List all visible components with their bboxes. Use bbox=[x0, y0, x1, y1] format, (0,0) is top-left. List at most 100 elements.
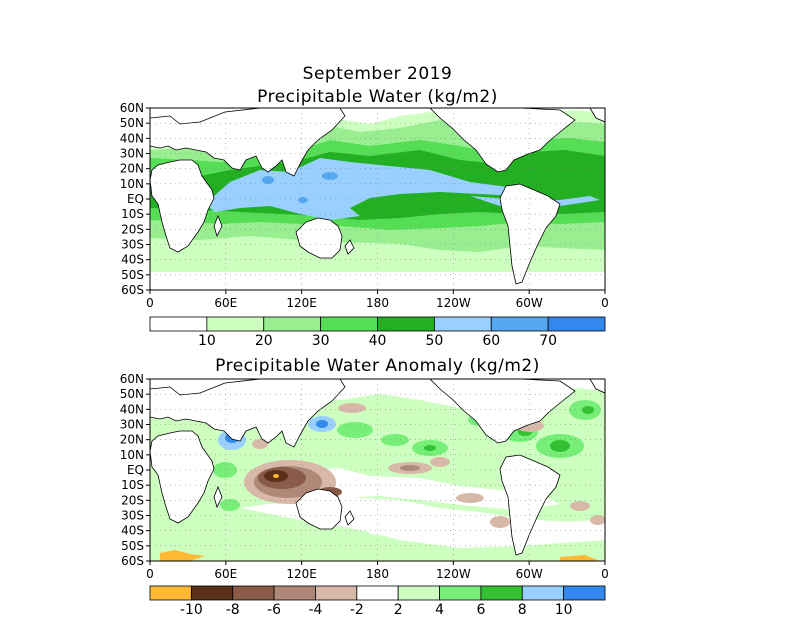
anomaly-colorbar: -10 -8 -6 -4 -2 2 4 6 8 10 bbox=[149, 585, 606, 618]
continent-outlines bbox=[150, 108, 605, 285]
lat-label: 10S bbox=[121, 478, 144, 492]
lat-label: 40N bbox=[120, 402, 144, 416]
longitude-labels: 0 60E 120E 180 120W 60W 0 bbox=[146, 296, 609, 310]
south-america-outline bbox=[499, 183, 561, 285]
chart-subtitle: Precipitable Water (kg/m2) bbox=[257, 87, 498, 107]
colorbar-swatch bbox=[263, 316, 322, 332]
lon-label: 60W bbox=[516, 567, 543, 581]
lat-label: 10N bbox=[120, 177, 144, 191]
lat-label: 10N bbox=[120, 448, 144, 462]
graticule bbox=[146, 107, 606, 294]
lat-label: EQ bbox=[127, 192, 144, 206]
colorbar-swatch bbox=[206, 316, 265, 332]
lat-label: 60N bbox=[120, 372, 144, 386]
lon-label: 180 bbox=[366, 296, 389, 310]
colorbar-label: 30 bbox=[312, 333, 330, 349]
lat-label: 60N bbox=[120, 101, 144, 115]
lat-label: 50S bbox=[121, 539, 144, 553]
lat-label: 10S bbox=[121, 207, 144, 221]
eurasia-outline bbox=[150, 108, 346, 177]
lat-label: 60S bbox=[121, 283, 144, 297]
colorbar-label: -8 bbox=[226, 602, 240, 618]
lat-label: 20N bbox=[120, 433, 144, 447]
lon-label: 0 bbox=[146, 296, 154, 310]
lon-label: 60W bbox=[516, 296, 543, 310]
lat-label: EQ bbox=[127, 463, 144, 477]
colorbar-label: -6 bbox=[267, 602, 281, 618]
north-america-outline bbox=[429, 379, 576, 444]
lon-label: 0 bbox=[601, 296, 609, 310]
colorbar-swatch bbox=[377, 316, 435, 332]
lon-label: 0 bbox=[146, 567, 154, 581]
colorbar-swatch bbox=[320, 316, 378, 332]
lat-label: 30N bbox=[120, 147, 144, 161]
colorbar-swatch bbox=[439, 585, 482, 601]
pw-band-50-60 bbox=[205, 158, 530, 220]
australia-outline bbox=[295, 217, 343, 259]
lon-label: 180 bbox=[366, 567, 389, 581]
colorbar-label: 4 bbox=[435, 602, 444, 618]
pw-colorbar: 10 20 30 40 50 60 70 bbox=[149, 316, 606, 349]
colorbar-label: -4 bbox=[308, 602, 322, 618]
lat-label: 40S bbox=[121, 253, 144, 267]
australia-outline bbox=[295, 488, 343, 530]
colorbar-swatch bbox=[490, 316, 549, 332]
colorbar-label: 6 bbox=[476, 602, 485, 618]
colorbar-swatch bbox=[356, 585, 399, 601]
colorbar-swatch bbox=[273, 585, 316, 601]
lat-label: 40S bbox=[121, 524, 144, 538]
colorbar-label: 70 bbox=[539, 333, 557, 349]
colorbar-swatch bbox=[480, 585, 523, 601]
lon-label: 120E bbox=[286, 567, 317, 581]
lat-label: 50N bbox=[120, 387, 144, 401]
colorbar-swatch bbox=[149, 585, 192, 601]
colorbar-label: -10 bbox=[180, 602, 203, 618]
anomaly-negative-10 bbox=[160, 474, 600, 561]
colorbar-label: -2 bbox=[350, 602, 364, 618]
lat-label: 30S bbox=[121, 509, 144, 523]
lat-label: 40N bbox=[120, 131, 144, 145]
colorbar-label: 20 bbox=[255, 333, 273, 349]
lat-label: 20S bbox=[121, 493, 144, 507]
colorbar-swatch bbox=[521, 585, 565, 601]
colorbar-swatch bbox=[397, 585, 440, 601]
colorbar-label: 10 bbox=[555, 602, 573, 618]
colorbar-swatch bbox=[547, 316, 606, 332]
longitude-labels: 0 60E 120E 180 120W 60W 0 bbox=[146, 567, 609, 581]
lat-label: 50S bbox=[121, 268, 144, 282]
lon-label: 60E bbox=[214, 567, 237, 581]
colorbar-swatch bbox=[232, 585, 275, 601]
lat-label: 50N bbox=[120, 116, 144, 130]
graticule bbox=[146, 378, 606, 565]
colorbar-label: 8 bbox=[518, 602, 527, 618]
colorbar-swatch bbox=[315, 585, 358, 601]
colorbar-swatch bbox=[433, 316, 492, 332]
north-america-outline bbox=[429, 108, 576, 173]
south-america-outline bbox=[499, 454, 561, 556]
eurasia-outline bbox=[150, 379, 346, 448]
lon-label: 60E bbox=[214, 296, 237, 310]
colorbar-label: 2 bbox=[394, 602, 403, 618]
colorbar-label: 60 bbox=[482, 333, 500, 349]
colorbar-label: 10 bbox=[198, 333, 216, 349]
lon-label: 120W bbox=[436, 296, 471, 310]
colorbar-label: 50 bbox=[425, 333, 443, 349]
africa-outline bbox=[150, 430, 215, 524]
chart-title: September 2019 bbox=[302, 64, 453, 84]
lon-label: 0 bbox=[601, 567, 609, 581]
continent-outlines bbox=[150, 379, 605, 556]
lat-label: 20S bbox=[121, 222, 144, 236]
africa-outline bbox=[150, 159, 215, 253]
colorbar-swatch bbox=[563, 585, 606, 601]
anomaly-title: Precipitable Water Anomaly (kg/m2) bbox=[215, 356, 540, 376]
lat-label: 20N bbox=[120, 162, 144, 176]
lat-label: 60S bbox=[121, 554, 144, 568]
lon-label: 120E bbox=[286, 296, 317, 310]
lon-label: 120W bbox=[436, 567, 471, 581]
lat-label: 30S bbox=[121, 238, 144, 252]
lat-label: 30N bbox=[120, 418, 144, 432]
